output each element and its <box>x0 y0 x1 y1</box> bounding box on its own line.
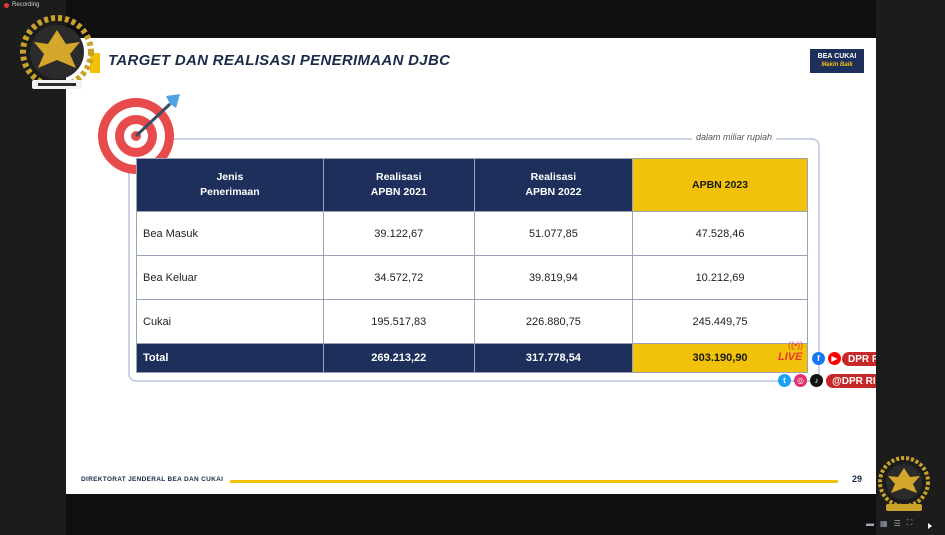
mouse-cursor-icon <box>928 523 932 529</box>
title-accent-bar <box>90 53 100 73</box>
player-controls: ▬ ▦ ☰ ⛶ <box>866 518 912 528</box>
header-2021-line2: APBN 2021 <box>370 186 427 198</box>
bea-cukai-logo: BEA CUKAI Makin Baik <box>810 49 864 73</box>
cell-2021: 34.572,72 <box>322 255 475 300</box>
header-apbn-2023: APBN 2023 <box>632 158 808 212</box>
right-video-bar <box>876 0 945 535</box>
total-2022: 317.778,54 <box>473 343 634 373</box>
recording-indicator: Recording <box>4 2 39 8</box>
table-row: Cukai 195.517,83 226.880,75 245.449,75 <box>136 299 808 344</box>
table-frame <box>128 138 820 382</box>
cell-2022: 226.880,75 <box>473 299 634 344</box>
instagram-icon: ◎ <box>794 374 807 387</box>
slide-title: TARGET DAN REALISASI PENERIMAAN DJBC <box>108 52 451 69</box>
cell-2022: 39.819,94 <box>473 255 634 300</box>
table-row: Bea Keluar 34.572,72 39.819,94 10.212,69 <box>136 255 808 300</box>
revenue-table: Jenis Penerimaan Realisasi APBN 2021 Rea… <box>136 158 808 373</box>
header-type-line2: Penerimaan <box>200 186 260 198</box>
total-label: Total <box>136 343 324 373</box>
unit-note: dalam miliar rupiah <box>692 132 777 142</box>
youtube-icon: ▶ <box>828 352 841 365</box>
recording-label: Recording <box>12 2 40 8</box>
grid-view-icon[interactable]: ▦ <box>880 518 888 528</box>
live-label: LIVE <box>778 351 803 363</box>
broadcast-wave-icon: ((•)) <box>788 340 804 350</box>
page-number: 29 <box>852 474 863 484</box>
footer-divider <box>230 480 838 483</box>
target-dart-icon <box>98 94 180 174</box>
cell-2021: 195.517,83 <box>322 299 475 344</box>
tiktok-icon: ♪ <box>810 374 823 387</box>
twitter-icon: t <box>778 374 791 387</box>
header-realisasi-2022: Realisasi APBN 2022 <box>473 158 634 212</box>
table-header-row: Jenis Penerimaan Realisasi APBN 2021 Rea… <box>136 158 808 212</box>
cell-2021: 39.122,67 <box>322 211 475 256</box>
dpr-garuda-emblem-small-icon <box>878 456 930 511</box>
header-realisasi-2021: Realisasi APBN 2021 <box>322 158 475 212</box>
cell-2023: 10.212,69 <box>632 255 808 300</box>
brand-logo-line1: BEA CUKAI <box>817 53 857 60</box>
header-2021-line1: Realisasi <box>375 171 422 183</box>
table-row: Bea Masuk 39.122,67 51.077,85 47.528,46 <box>136 211 808 256</box>
total-2021: 269.213,22 <box>322 343 475 373</box>
recording-dot-icon <box>4 2 9 8</box>
facebook-icon: f <box>812 352 825 365</box>
list-view-icon[interactable]: ☰ <box>893 518 901 528</box>
total-2023: 303.190,90 <box>632 343 808 373</box>
header-2022-line1: Realisasi <box>530 171 577 183</box>
cell-2023: 47.528,46 <box>632 211 808 256</box>
cell-2023: 245.449,75 <box>632 299 808 344</box>
minimize-icon[interactable]: ▬ <box>866 518 874 528</box>
brand-logo-line2: Makin Baik <box>821 62 853 68</box>
presentation-slide: TARGET DAN REALISASI PENERIMAAN DJBC BEA… <box>66 38 876 494</box>
channel-name-pill: DPR RI <box>842 352 876 366</box>
row-label: Bea Masuk <box>136 211 324 256</box>
fullscreen-icon[interactable]: ⛶ <box>906 518 913 527</box>
dpr-live-overlay: ((•)) LIVE f ▶ DPR RI t ◎ ♪ @DPR RI <box>778 340 876 394</box>
header-jenis-penerimaan: Jenis Penerimaan <box>136 158 324 212</box>
header-type-line1: Jenis <box>216 171 244 183</box>
left-video-bar <box>0 0 66 535</box>
social-handle-pill: @DPR RI <box>826 374 876 388</box>
row-label: Bea Keluar <box>136 255 324 300</box>
dpr-garuda-emblem-icon <box>20 15 94 89</box>
header-2022-line2: APBN 2022 <box>525 186 582 198</box>
table-total-row: Total 269.213,22 317.778,54 303.190,90 <box>136 343 808 373</box>
footer-directorate: DIREKTORAT JENDERAL BEA DAN CUKAI <box>81 476 224 483</box>
row-label: Cukai <box>136 299 324 344</box>
cell-2022: 51.077,85 <box>473 211 634 256</box>
